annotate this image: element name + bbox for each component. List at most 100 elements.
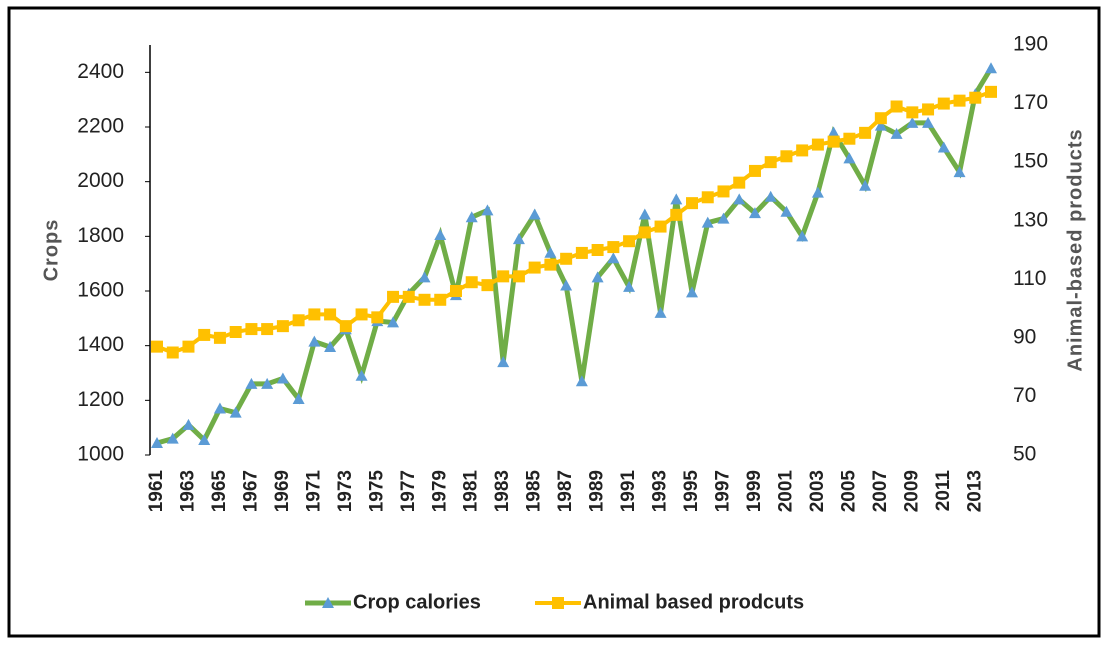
marker	[245, 323, 258, 336]
marker	[512, 270, 525, 283]
marker	[355, 369, 368, 381]
x-tick-label: 1977	[398, 470, 419, 512]
marker	[166, 432, 179, 444]
y2-tick-label: 110	[1013, 267, 1046, 290]
marker	[575, 375, 588, 387]
marker	[497, 356, 510, 368]
marker	[151, 340, 163, 353]
x-tick-label: 1989	[587, 470, 608, 512]
marker	[937, 141, 950, 153]
x-tick-label: 1993	[650, 470, 671, 512]
marker	[198, 433, 211, 445]
y-axis-title: Crops	[40, 219, 62, 282]
marker	[623, 235, 636, 248]
x-tick-label: 2013	[964, 470, 985, 512]
marker	[465, 276, 478, 289]
marker	[874, 119, 887, 131]
marker	[387, 290, 400, 303]
marker	[292, 392, 305, 404]
x-tick-label: 2009	[901, 470, 922, 512]
marker	[166, 346, 179, 359]
marker	[843, 132, 856, 145]
x-tick-label: 1999	[744, 470, 765, 512]
x-tick-label: 1981	[461, 470, 482, 513]
marker	[796, 230, 809, 242]
marker	[245, 377, 258, 389]
marker	[560, 279, 573, 291]
x-tick-label: 1979	[429, 470, 450, 512]
x-tick-label: 2001	[775, 470, 796, 513]
marker	[607, 241, 620, 254]
x-tick-label: 1961	[146, 470, 167, 513]
marker	[859, 179, 872, 191]
x-tick-label: 1969	[272, 470, 293, 512]
marker	[859, 126, 872, 139]
marker	[198, 328, 211, 341]
marker	[686, 197, 699, 210]
y2-tick-label: 150	[1013, 150, 1048, 173]
marker	[418, 293, 431, 306]
marker	[560, 252, 573, 265]
marker	[623, 280, 636, 292]
marker	[638, 226, 651, 239]
marker	[308, 308, 321, 321]
marker	[465, 211, 478, 223]
marker	[780, 205, 793, 217]
marker	[591, 271, 604, 283]
y2-tick-label: 70	[1013, 384, 1036, 407]
marker	[512, 233, 525, 245]
marker	[796, 144, 809, 157]
marker	[544, 246, 557, 258]
marker	[748, 207, 761, 219]
y-tick-label: 1200	[77, 388, 124, 411]
marker	[985, 62, 997, 74]
marker	[953, 166, 966, 178]
marker	[780, 150, 793, 163]
x-tick-label: 1983	[492, 470, 513, 512]
marker	[953, 94, 966, 107]
marker	[528, 261, 541, 274]
marker	[607, 252, 620, 264]
y2-tick-label: 130	[1013, 208, 1048, 231]
x-tick-label: 1997	[713, 470, 734, 512]
x-tick-label: 1975	[366, 470, 387, 513]
marker	[481, 204, 494, 216]
marker	[654, 306, 667, 318]
x-tick-label: 1987	[555, 470, 576, 512]
x-tick-label: 1967	[240, 470, 261, 512]
marker	[308, 335, 321, 347]
marker	[151, 436, 163, 448]
marker	[843, 152, 856, 164]
marker	[261, 377, 274, 389]
y2-axis-title: Animal-based products	[1064, 128, 1086, 371]
marker	[591, 244, 604, 256]
marker	[937, 97, 950, 110]
marker	[686, 286, 699, 298]
marker	[733, 176, 746, 189]
marker	[827, 135, 840, 148]
marker	[355, 308, 368, 321]
marker	[544, 258, 557, 271]
marker	[324, 341, 337, 353]
x-tick-label: 1995	[681, 470, 702, 513]
marker	[701, 191, 714, 204]
y2-tick-label: 90	[1013, 325, 1036, 348]
y2-tick-label: 190	[1013, 33, 1048, 56]
marker	[229, 406, 242, 418]
marker	[811, 138, 824, 151]
marker	[748, 164, 761, 177]
marker	[764, 190, 777, 202]
marker	[481, 279, 494, 292]
y-tick-label: 2200	[77, 115, 124, 138]
legend-marker	[552, 597, 564, 609]
frame	[7, 6, 1101, 638]
marker	[213, 331, 226, 344]
y2-tick-label: 50	[1013, 443, 1036, 466]
marker	[213, 402, 226, 414]
marker	[339, 320, 352, 333]
marker	[890, 100, 903, 113]
marker	[434, 293, 447, 306]
marker	[182, 340, 195, 353]
marker	[449, 285, 462, 297]
marker	[733, 193, 746, 205]
